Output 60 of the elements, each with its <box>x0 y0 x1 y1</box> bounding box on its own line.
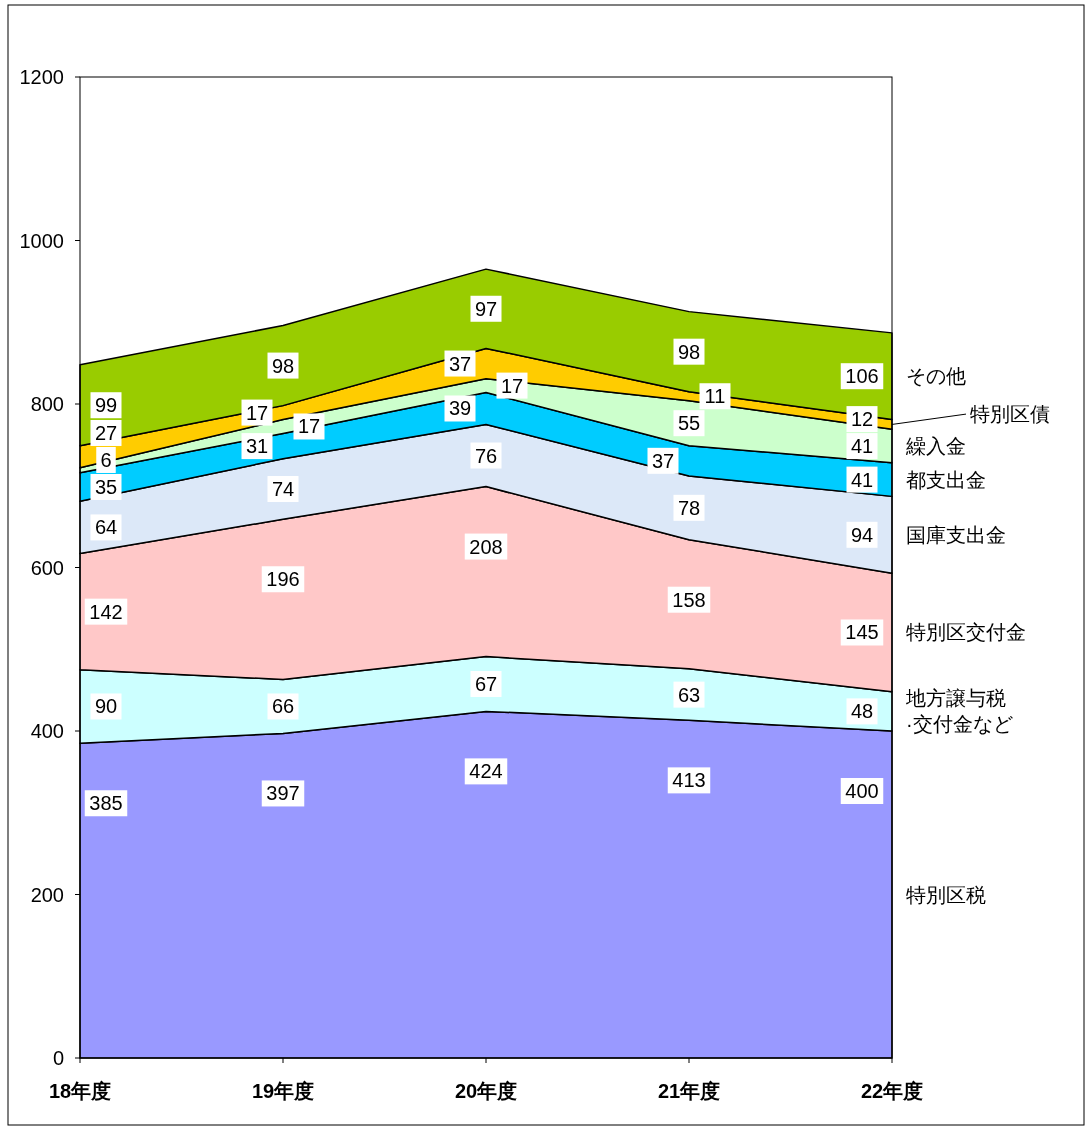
data-label: 66 <box>271 695 295 718</box>
data-label: 78 <box>677 496 701 519</box>
data-label: 64 <box>94 516 118 539</box>
data-label: 48 <box>850 700 874 723</box>
data-label: 90 <box>94 695 118 718</box>
x-tick-label: 22年度 <box>860 1080 924 1102</box>
data-label: 400 <box>845 780 879 802</box>
data-label: 424 <box>469 760 503 783</box>
data-label: 98 <box>677 340 701 363</box>
y-tick-label: 0 <box>52 1047 64 1069</box>
series-label: 特別区税 <box>906 883 986 906</box>
data-label: 106 <box>845 365 879 388</box>
y-tick-label: 1000 <box>19 229 64 252</box>
series-label: その他 <box>906 365 966 388</box>
data-label: 397 <box>266 782 300 805</box>
y-tick-label: 200 <box>30 883 64 906</box>
y-tick-label: 800 <box>30 393 64 415</box>
legend-label: 特別区債 <box>970 403 1050 426</box>
data-label: 17 <box>297 415 321 438</box>
data-label: 208 <box>469 535 503 558</box>
data-label: 12 <box>850 408 874 431</box>
data-label: 37 <box>448 352 472 375</box>
y-tick-label: 600 <box>30 556 64 579</box>
series-label: 地方譲与税·交付金など <box>905 687 1013 736</box>
data-label: 41 <box>850 435 874 458</box>
y-tick-label: 1200 <box>19 66 64 88</box>
x-tick-label: 20年度 <box>454 1080 518 1102</box>
data-label: 74 <box>271 478 295 501</box>
series-label: 繰入金 <box>905 435 966 458</box>
data-label: 11 <box>704 385 726 408</box>
data-label: 35 <box>94 475 118 498</box>
data-label: 39 <box>448 397 472 420</box>
data-label: 413 <box>672 769 706 792</box>
data-label: 37 <box>651 449 675 472</box>
data-label: 145 <box>845 621 879 644</box>
data-label: 67 <box>474 672 498 695</box>
data-label: 196 <box>266 568 300 591</box>
x-tick-label: 18年度 <box>48 1080 112 1102</box>
data-label: 97 <box>474 297 498 320</box>
data-label: 31 <box>245 435 269 458</box>
series-label: 特別区交付金 <box>906 621 1026 644</box>
data-label: 99 <box>94 394 118 417</box>
x-tick-label: 21年度 <box>657 1080 721 1102</box>
data-label: 98 <box>271 354 295 377</box>
data-label: 41 <box>850 468 874 491</box>
data-label: 6 <box>100 448 112 471</box>
data-label: 63 <box>677 683 701 706</box>
y-tick-label: 400 <box>30 720 64 742</box>
data-label: 17 <box>245 401 269 424</box>
data-label: 76 <box>474 444 498 467</box>
data-label: 142 <box>89 600 123 623</box>
x-tick-label: 19年度 <box>251 1080 315 1102</box>
data-label: 158 <box>672 588 706 611</box>
data-label: 94 <box>850 523 874 546</box>
data-label: 17 <box>500 374 524 397</box>
data-label: 385 <box>89 792 123 815</box>
data-label: 55 <box>677 412 701 435</box>
series-label: 国庫支出金 <box>906 523 1006 546</box>
data-label: 27 <box>94 421 118 444</box>
series-label: 都支出金 <box>906 468 986 491</box>
